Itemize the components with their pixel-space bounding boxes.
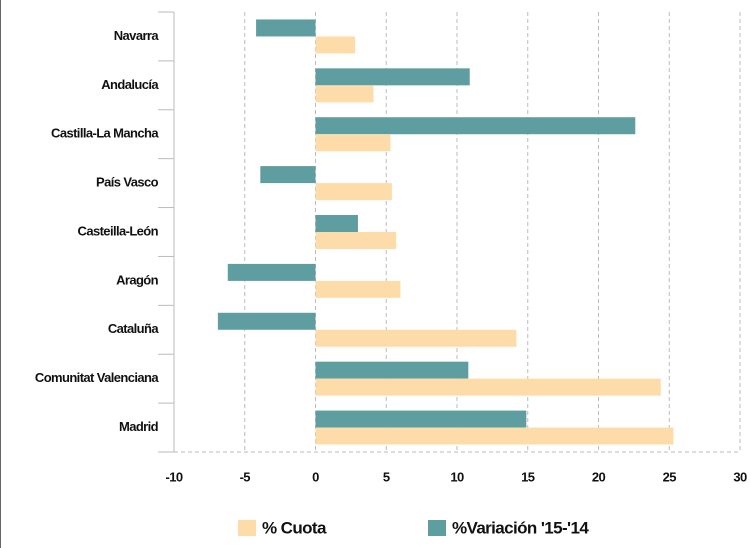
x-tick-label: 20 [592,469,606,484]
legend-swatch [428,520,446,536]
x-tick-label: -5 [240,469,251,484]
bar [315,361,469,379]
bar [315,68,470,86]
y-tick-label: Cataluña [108,321,159,336]
y-tick-label: Casteilla-León [78,223,159,238]
bar [315,410,527,428]
bar [227,263,316,281]
y-tick-label: Aragón [116,272,159,287]
bar [315,280,401,298]
bar [315,215,358,232]
bar [315,117,636,135]
bar [217,312,316,330]
bar [315,232,397,249]
bar [315,134,391,152]
x-tick-label: -10 [166,469,183,484]
bar [315,427,674,445]
legend-swatch [238,520,256,536]
x-tick-label: 25 [663,469,677,484]
bar [315,183,392,201]
x-tick-label: 0 [312,469,319,484]
x-tick-label: 30 [733,469,747,484]
legend-label: % Cuota [262,518,327,537]
bar [315,378,661,396]
y-tick-label: Madrid [119,419,159,434]
bar [256,19,316,37]
bar [315,36,356,54]
x-tick-label: 10 [450,469,464,484]
y-tick-label: Castilla-La Mancha [51,126,159,141]
y-tick-label: Navarra [114,28,160,43]
x-tick-label: 5 [383,469,390,484]
y-tick-label: Comunitat Valenciana [35,370,159,385]
bar [260,166,316,184]
y-tick-label: Andalucía [101,77,159,92]
bar [315,329,517,347]
legend-label: %Variación '15-'14 [452,518,589,537]
x-tick-label: 15 [521,469,535,484]
bar [315,85,374,103]
y-tick-label: País Vasco [96,175,159,190]
